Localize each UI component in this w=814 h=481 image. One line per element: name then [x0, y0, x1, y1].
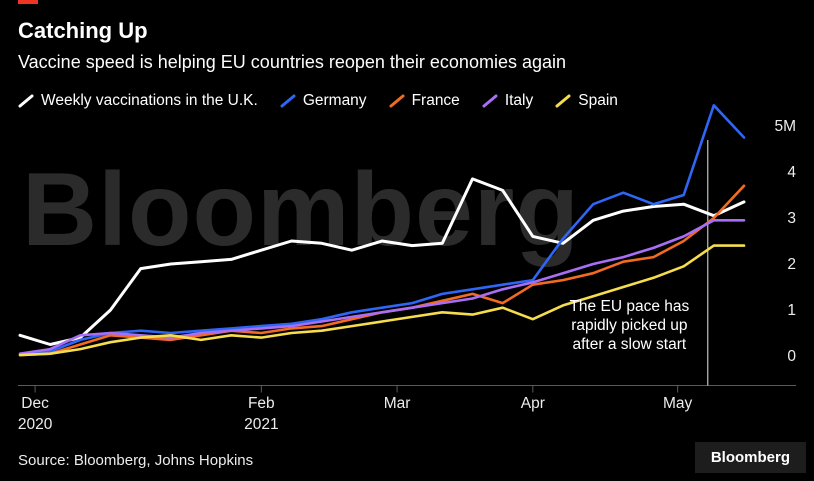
- red-accent-bar: [18, 0, 38, 4]
- y-tick-label: 4: [787, 164, 796, 181]
- legend-label: Italy: [504, 92, 534, 109]
- series-line-uk: [18, 177, 746, 346]
- annotation-text-line: after a slow start: [573, 336, 687, 353]
- legend-line-icon: [482, 94, 498, 108]
- legend-item-italy: Italy: [482, 92, 533, 110]
- legend-line-icon: [389, 94, 405, 108]
- legend-item-france: France: [389, 92, 460, 110]
- x-tick-label: May: [663, 395, 693, 412]
- x-tick-label: Apr: [521, 395, 545, 412]
- y-tick-label: 2: [787, 256, 796, 273]
- series-line-spain: [18, 244, 746, 357]
- bloomberg-logo: Bloomberg: [694, 442, 806, 473]
- x-tick-sublabel: 2020: [18, 416, 53, 433]
- legend-label: Weekly vaccinations in the U.K.: [41, 92, 258, 109]
- y-tick-label: 5M: [774, 118, 796, 135]
- series-line-italy: [18, 219, 746, 356]
- x-tick-sublabel: 2021: [244, 416, 278, 433]
- legend-item-spain: Spain: [555, 92, 618, 110]
- legend-item-germany: Germany: [280, 92, 367, 110]
- legend: Weekly vaccinations in the U.K. Germany Fr…: [18, 92, 618, 110]
- y-tick-label: 0: [787, 348, 796, 365]
- y-tick-label: 1: [787, 302, 796, 319]
- x-tick-label: Mar: [384, 395, 411, 412]
- y-tick-label: 3: [787, 210, 796, 227]
- legend-line-icon: [555, 94, 571, 108]
- annotation-text-line: The EU pace has: [569, 298, 689, 315]
- source-text: Source: Bloomberg, Johns Hopkins: [18, 452, 254, 469]
- x-tick-label: Feb: [248, 395, 275, 412]
- series-line-germany: [18, 104, 746, 357]
- legend-label: France: [411, 92, 460, 109]
- annotation-text-line: rapidly picked up: [571, 317, 687, 334]
- x-tick-label: Dec: [21, 395, 49, 412]
- legend-line-icon: [18, 94, 34, 108]
- legend-label: Germany: [302, 92, 367, 109]
- legend-line-icon: [280, 94, 296, 108]
- legend-label: Spain: [578, 92, 618, 109]
- legend-item-uk: Weekly vaccinations in the U.K.: [18, 92, 258, 110]
- chart-subtitle: Vaccine speed is helping EU countries re…: [18, 52, 566, 72]
- chart-title: Catching Up: [18, 18, 148, 43]
